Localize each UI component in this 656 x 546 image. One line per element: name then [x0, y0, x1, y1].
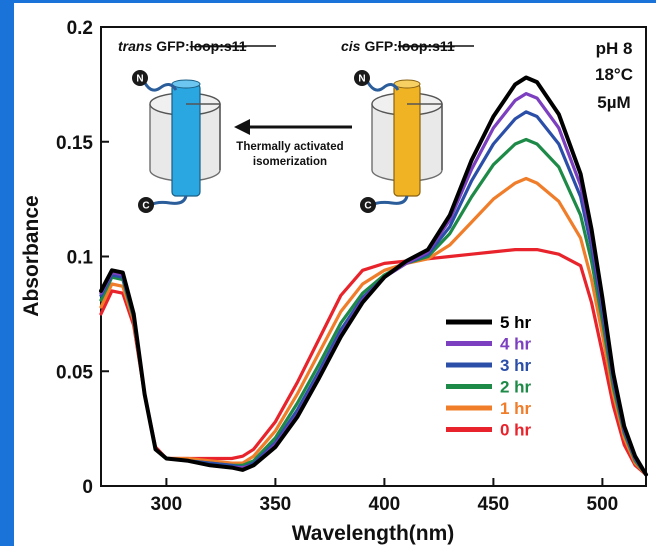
trans-barrel: N C: [132, 70, 221, 213]
y-tick-label: 0.05: [56, 362, 93, 383]
legend-label: 5 hr: [500, 313, 532, 332]
n-terminus-label: N: [136, 74, 143, 85]
series-line-5-hr: [99, 75, 648, 477]
x-tick-label: 400: [369, 494, 401, 515]
inset-left-rest: GFP:: [156, 38, 189, 54]
isomerization-arrow-icon: [234, 119, 352, 135]
y-tick-label: 0: [82, 477, 93, 498]
x-tick-label: 450: [478, 494, 510, 515]
arrow-label-line2: isomerization: [253, 156, 327, 168]
inset-right-italic: cis: [341, 38, 361, 54]
y-tick-label: 0.1: [67, 248, 94, 269]
inset-left-italic: trans: [118, 38, 152, 54]
y-tick-label: 0.2: [67, 18, 93, 39]
legend-label: 2 hr: [500, 378, 532, 397]
series-line-1-hr: [99, 176, 648, 477]
y-tick-label: 0.15: [56, 133, 93, 154]
cis-barrel: N C: [354, 70, 443, 213]
series-layer: [99, 75, 648, 477]
condition-conc: 5µM: [597, 93, 630, 112]
condition-ph: pH 8: [596, 39, 633, 58]
inset-schematic: trans GFP:loop:s11 cis GFP:loop:s11 N C: [118, 38, 474, 213]
c-terminus-icon: [138, 197, 154, 213]
inset-right-rest: GFP:: [364, 38, 397, 54]
c-terminus-label: C: [142, 201, 149, 212]
inset-left-title: trans GFP:loop:s11: [118, 38, 247, 54]
legend-label: 3 hr: [500, 356, 532, 375]
x-axis: 300 350 400 450 500: [151, 478, 619, 515]
trans-helix-icon: [171, 83, 201, 197]
condition-temp: 18°C: [595, 65, 633, 84]
n-terminus-label: N: [358, 74, 365, 85]
legend: 5 hr 4 hr 3 hr 2 hr 1 hr 0 hr: [446, 313, 532, 440]
arrow-label-line1: Thermally activated: [236, 141, 343, 153]
x-axis-title: Wavelength(nm): [292, 522, 455, 545]
inset-right-title: cis GFP:loop:s11: [341, 38, 455, 54]
legend-label: 4 hr: [500, 335, 532, 354]
x-tick-label: 300: [151, 494, 183, 515]
legend-label: 1 hr: [500, 399, 532, 418]
x-tick-label: 500: [587, 494, 619, 515]
n-terminus-icon: [132, 70, 148, 86]
cis-helix-icon: [393, 83, 421, 197]
y-axis-title: Absorbance: [20, 195, 43, 316]
conditions: pH 8 18°C 5µM: [595, 39, 633, 112]
x-tick-label: 350: [260, 494, 292, 515]
y-axis: 0 0.05 0.1 0.15 0.2: [56, 18, 109, 498]
c-terminus-icon: [360, 197, 376, 213]
n-terminus-icon: [354, 70, 370, 86]
c-terminus-label: C: [364, 201, 371, 212]
legend-label: 0 hr: [500, 421, 532, 440]
